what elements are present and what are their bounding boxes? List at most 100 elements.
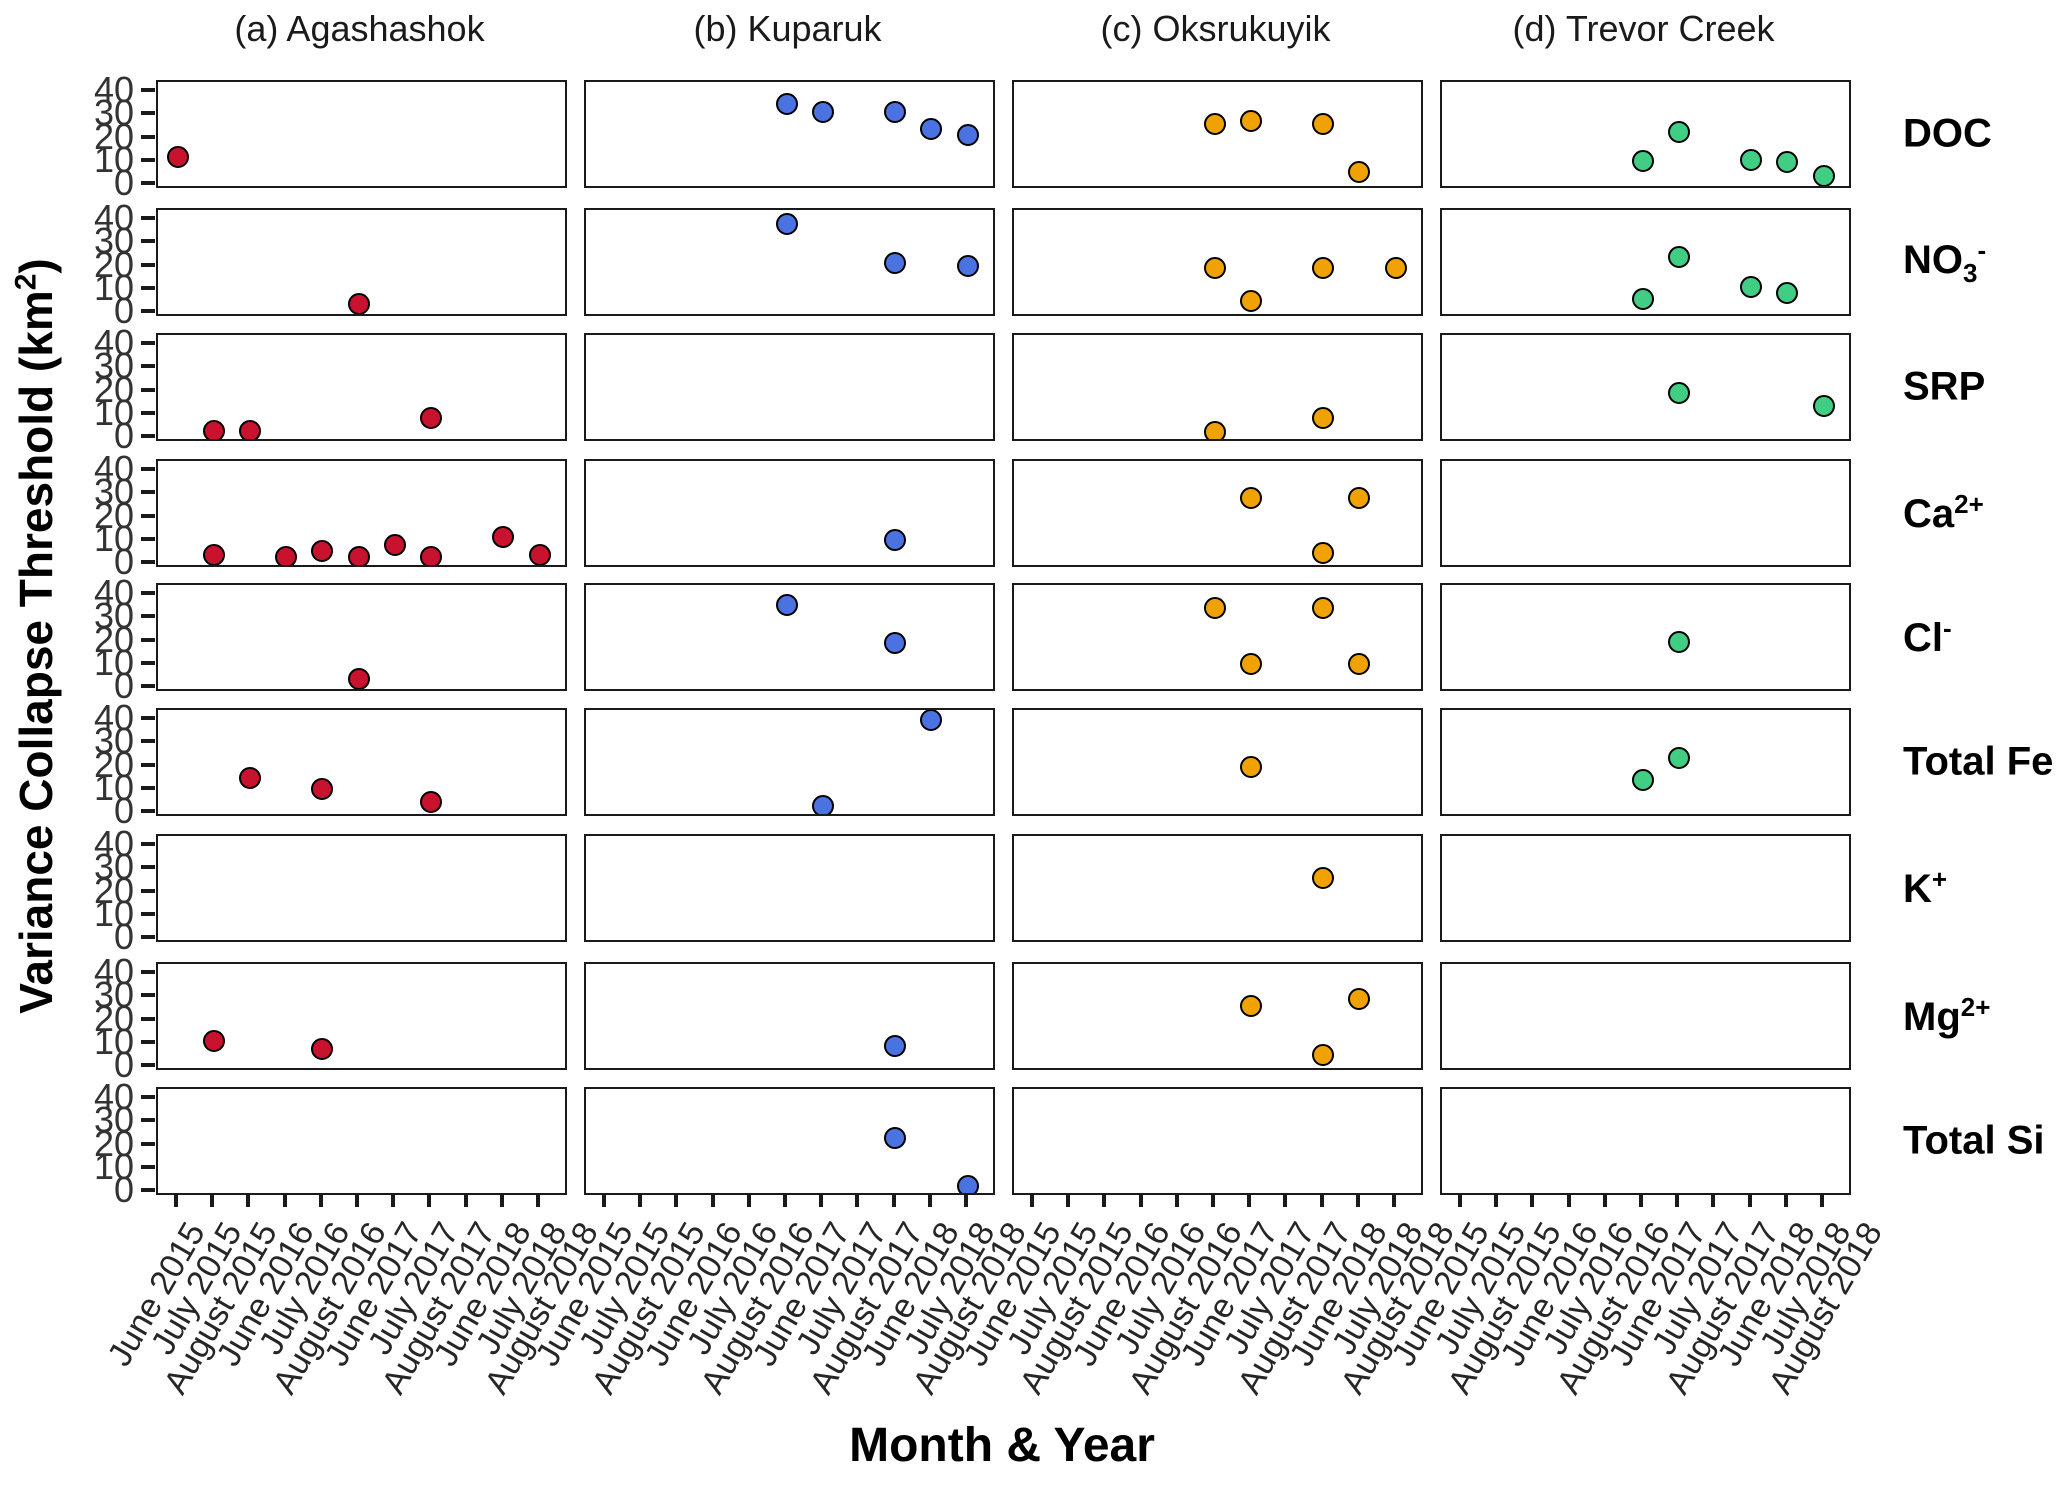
panel-c-ca2 xyxy=(1012,459,1423,567)
data-point xyxy=(1239,756,1262,779)
column-title-b: (b) Kuparuk xyxy=(693,8,882,49)
y-tick-label: 40 xyxy=(93,322,134,363)
data-point xyxy=(1631,768,1654,791)
data-point xyxy=(811,794,834,814)
panel-a-cl xyxy=(156,583,567,691)
y-tick-mark xyxy=(141,762,155,767)
data-point xyxy=(956,255,979,277)
y-tick-label: 10 xyxy=(93,391,134,433)
data-point xyxy=(1631,287,1654,310)
data-point xyxy=(1812,395,1835,418)
data-point xyxy=(920,710,943,731)
y-tick-label: 20 xyxy=(93,1122,134,1164)
x-tick-mark xyxy=(855,1193,860,1207)
data-point xyxy=(1667,631,1690,654)
data-point xyxy=(383,533,406,556)
label-segment: DOC xyxy=(1903,111,1992,156)
y-tick-label: 30 xyxy=(93,92,134,134)
x-tick-mark xyxy=(1530,1193,1535,1207)
y-tick-mark xyxy=(141,739,155,744)
data-point xyxy=(1667,121,1690,144)
y-tick-mark xyxy=(141,1095,155,1099)
data-point xyxy=(1239,289,1262,312)
x-tick-mark xyxy=(1820,1193,1824,1207)
data-point xyxy=(1312,257,1335,280)
x-tick-mark xyxy=(1711,1193,1716,1207)
data-point xyxy=(1203,420,1226,439)
y-tick-label: 0 xyxy=(113,541,134,582)
y-tick-mark xyxy=(141,157,155,162)
data-point xyxy=(1740,275,1763,298)
x-tick-mark xyxy=(927,1193,932,1207)
data-point xyxy=(884,1127,907,1150)
y-tick-label: 0 xyxy=(113,1169,134,1210)
data-point xyxy=(1312,542,1335,565)
x-tick-mark xyxy=(674,1193,679,1207)
panel-d-totalfe xyxy=(1440,708,1851,816)
y-tick-mark xyxy=(141,842,155,846)
panel-a-srp xyxy=(156,333,567,441)
y-tick-mark xyxy=(141,387,155,392)
y-tick-mark xyxy=(141,181,155,185)
data-point xyxy=(775,213,798,236)
x-tick-mark xyxy=(1283,1193,1288,1207)
y-tick-label: 40 xyxy=(93,697,134,738)
data-point xyxy=(956,123,979,146)
data-point xyxy=(1239,653,1262,676)
y-tick-label: 30 xyxy=(93,1099,134,1141)
data-point xyxy=(956,1174,979,1193)
panel-d-totalsi xyxy=(1440,1087,1851,1195)
data-point xyxy=(1203,113,1226,136)
y-tick-label: 20 xyxy=(93,997,134,1039)
data-point xyxy=(1776,281,1799,304)
data-point xyxy=(1631,150,1654,173)
panel-c-no3 xyxy=(1012,208,1423,316)
data-point xyxy=(1667,382,1690,405)
x-tick-mark xyxy=(783,1193,787,1207)
label-segment: Total Si xyxy=(1903,1118,2045,1163)
data-point xyxy=(1239,109,1262,132)
panel-a-totalsi xyxy=(156,1087,567,1195)
panel-c-totalsi xyxy=(1012,1087,1423,1195)
y-tick-mark xyxy=(141,88,155,92)
y-tick-mark xyxy=(141,216,155,220)
label-segment: K xyxy=(1903,867,1932,912)
data-point xyxy=(528,544,551,565)
y-tick-label: 20 xyxy=(93,869,134,911)
column-title-d: (d) Trevor Creek xyxy=(1512,8,1775,49)
label-segment: NO xyxy=(1903,238,1963,283)
row-label-totalsi: Total Si xyxy=(1903,1119,2044,1164)
y-tick-mark xyxy=(141,660,155,665)
y-tick-mark xyxy=(141,1118,155,1123)
data-point xyxy=(202,544,225,565)
label-segment: 2 xyxy=(9,273,43,291)
y-tick-mark xyxy=(141,614,155,619)
data-point xyxy=(1312,406,1335,429)
label-segment: Variance Collapse Threshold (km xyxy=(10,290,62,1014)
x-tick-mark xyxy=(174,1193,178,1207)
y-tick-label: 20 xyxy=(93,368,134,410)
data-point xyxy=(1812,165,1835,186)
data-point xyxy=(1312,867,1335,890)
y-tick-label: 40 xyxy=(93,823,134,864)
row-label-totalfe: Total Fe xyxy=(1903,740,2053,785)
x-tick-mark xyxy=(638,1193,643,1207)
data-point xyxy=(1348,653,1371,676)
x-tick-mark xyxy=(246,1193,251,1207)
panel-c-k xyxy=(1012,834,1423,942)
panel-d-no3 xyxy=(1440,208,1851,316)
y-tick-mark xyxy=(141,341,155,345)
label-segment: Ca xyxy=(1903,492,1955,537)
data-point xyxy=(419,406,442,429)
x-tick-mark xyxy=(1675,1193,1680,1207)
data-point xyxy=(1312,597,1335,620)
data-point xyxy=(202,1029,225,1052)
panel-c-totalfe xyxy=(1012,708,1423,816)
x-tick-mark xyxy=(499,1193,504,1207)
row-label-k: K+ xyxy=(1903,864,1947,912)
x-tick-mark xyxy=(891,1193,896,1207)
x-tick-mark xyxy=(1458,1193,1462,1207)
data-point xyxy=(1312,113,1335,136)
x-tick-mark xyxy=(1174,1193,1179,1207)
